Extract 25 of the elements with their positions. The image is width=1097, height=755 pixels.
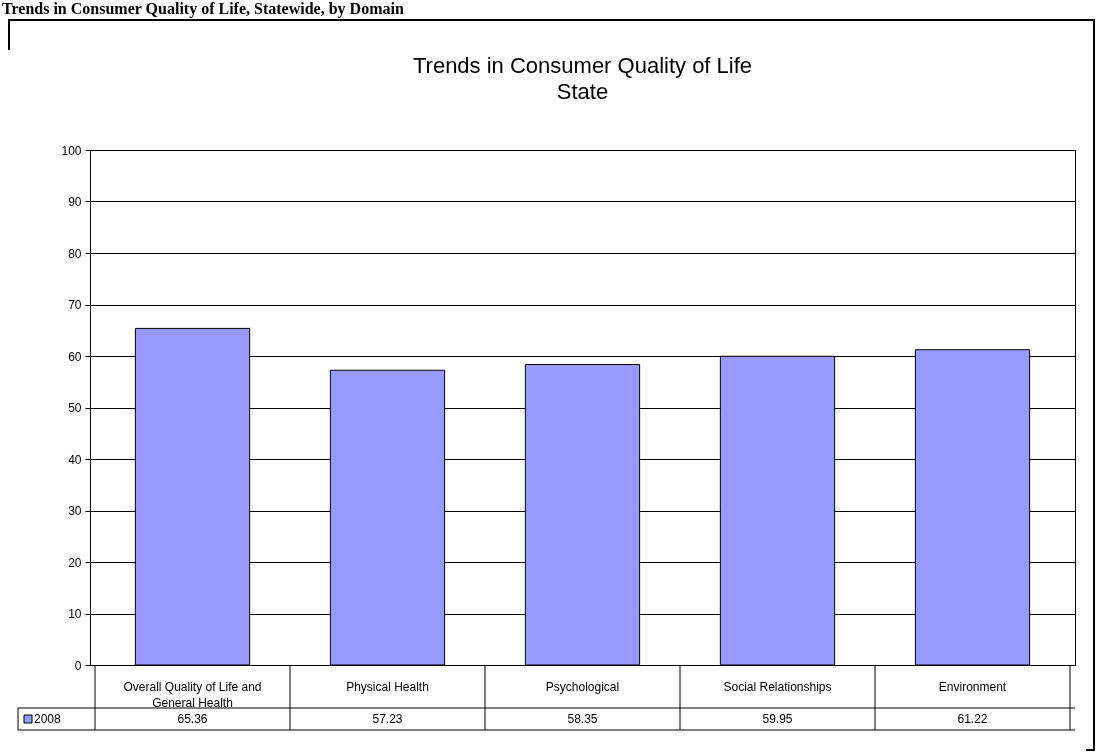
- x-tick-label: Physical Health: [346, 679, 429, 694]
- data-label: 65.36: [177, 712, 208, 726]
- data-label: 59.95: [762, 712, 793, 726]
- y-tick-label: 100: [61, 143, 82, 158]
- legend-label: 2008: [34, 712, 62, 726]
- chart-title: Trends in Consumer Quality of Life: [412, 53, 753, 78]
- y-tick-label: 0: [74, 658, 82, 673]
- text: Trends in Consumer Quality of Life, Statewide, by Domain: [2, 0, 404, 17]
- x-tick-label: Overall Quality of Life and General Health: [123, 679, 262, 710]
- y-tick-label: 20: [68, 555, 82, 570]
- y-tick-label: 10: [68, 607, 82, 621]
- y-tick-label: 80: [68, 246, 82, 261]
- x-tick-label: Environment: [938, 679, 1007, 694]
- data-label: 61.22: [957, 712, 988, 726]
- y-tick-label: 90: [68, 195, 82, 209]
- y-tick-label: 30: [68, 504, 82, 518]
- x-tick-label: Psychological: [545, 679, 620, 694]
- y-tick-label: 50: [68, 401, 82, 415]
- data-label: 58.35: [567, 712, 598, 726]
- data-label: 57.23: [372, 712, 403, 726]
- y-tick-label: 70: [68, 298, 82, 312]
- y-tick-label: 40: [68, 452, 82, 467]
- y-tick-label: 60: [68, 349, 82, 364]
- chart-subtitle: State: [556, 79, 609, 104]
- x-tick-label: Social Relationships: [723, 679, 832, 694]
